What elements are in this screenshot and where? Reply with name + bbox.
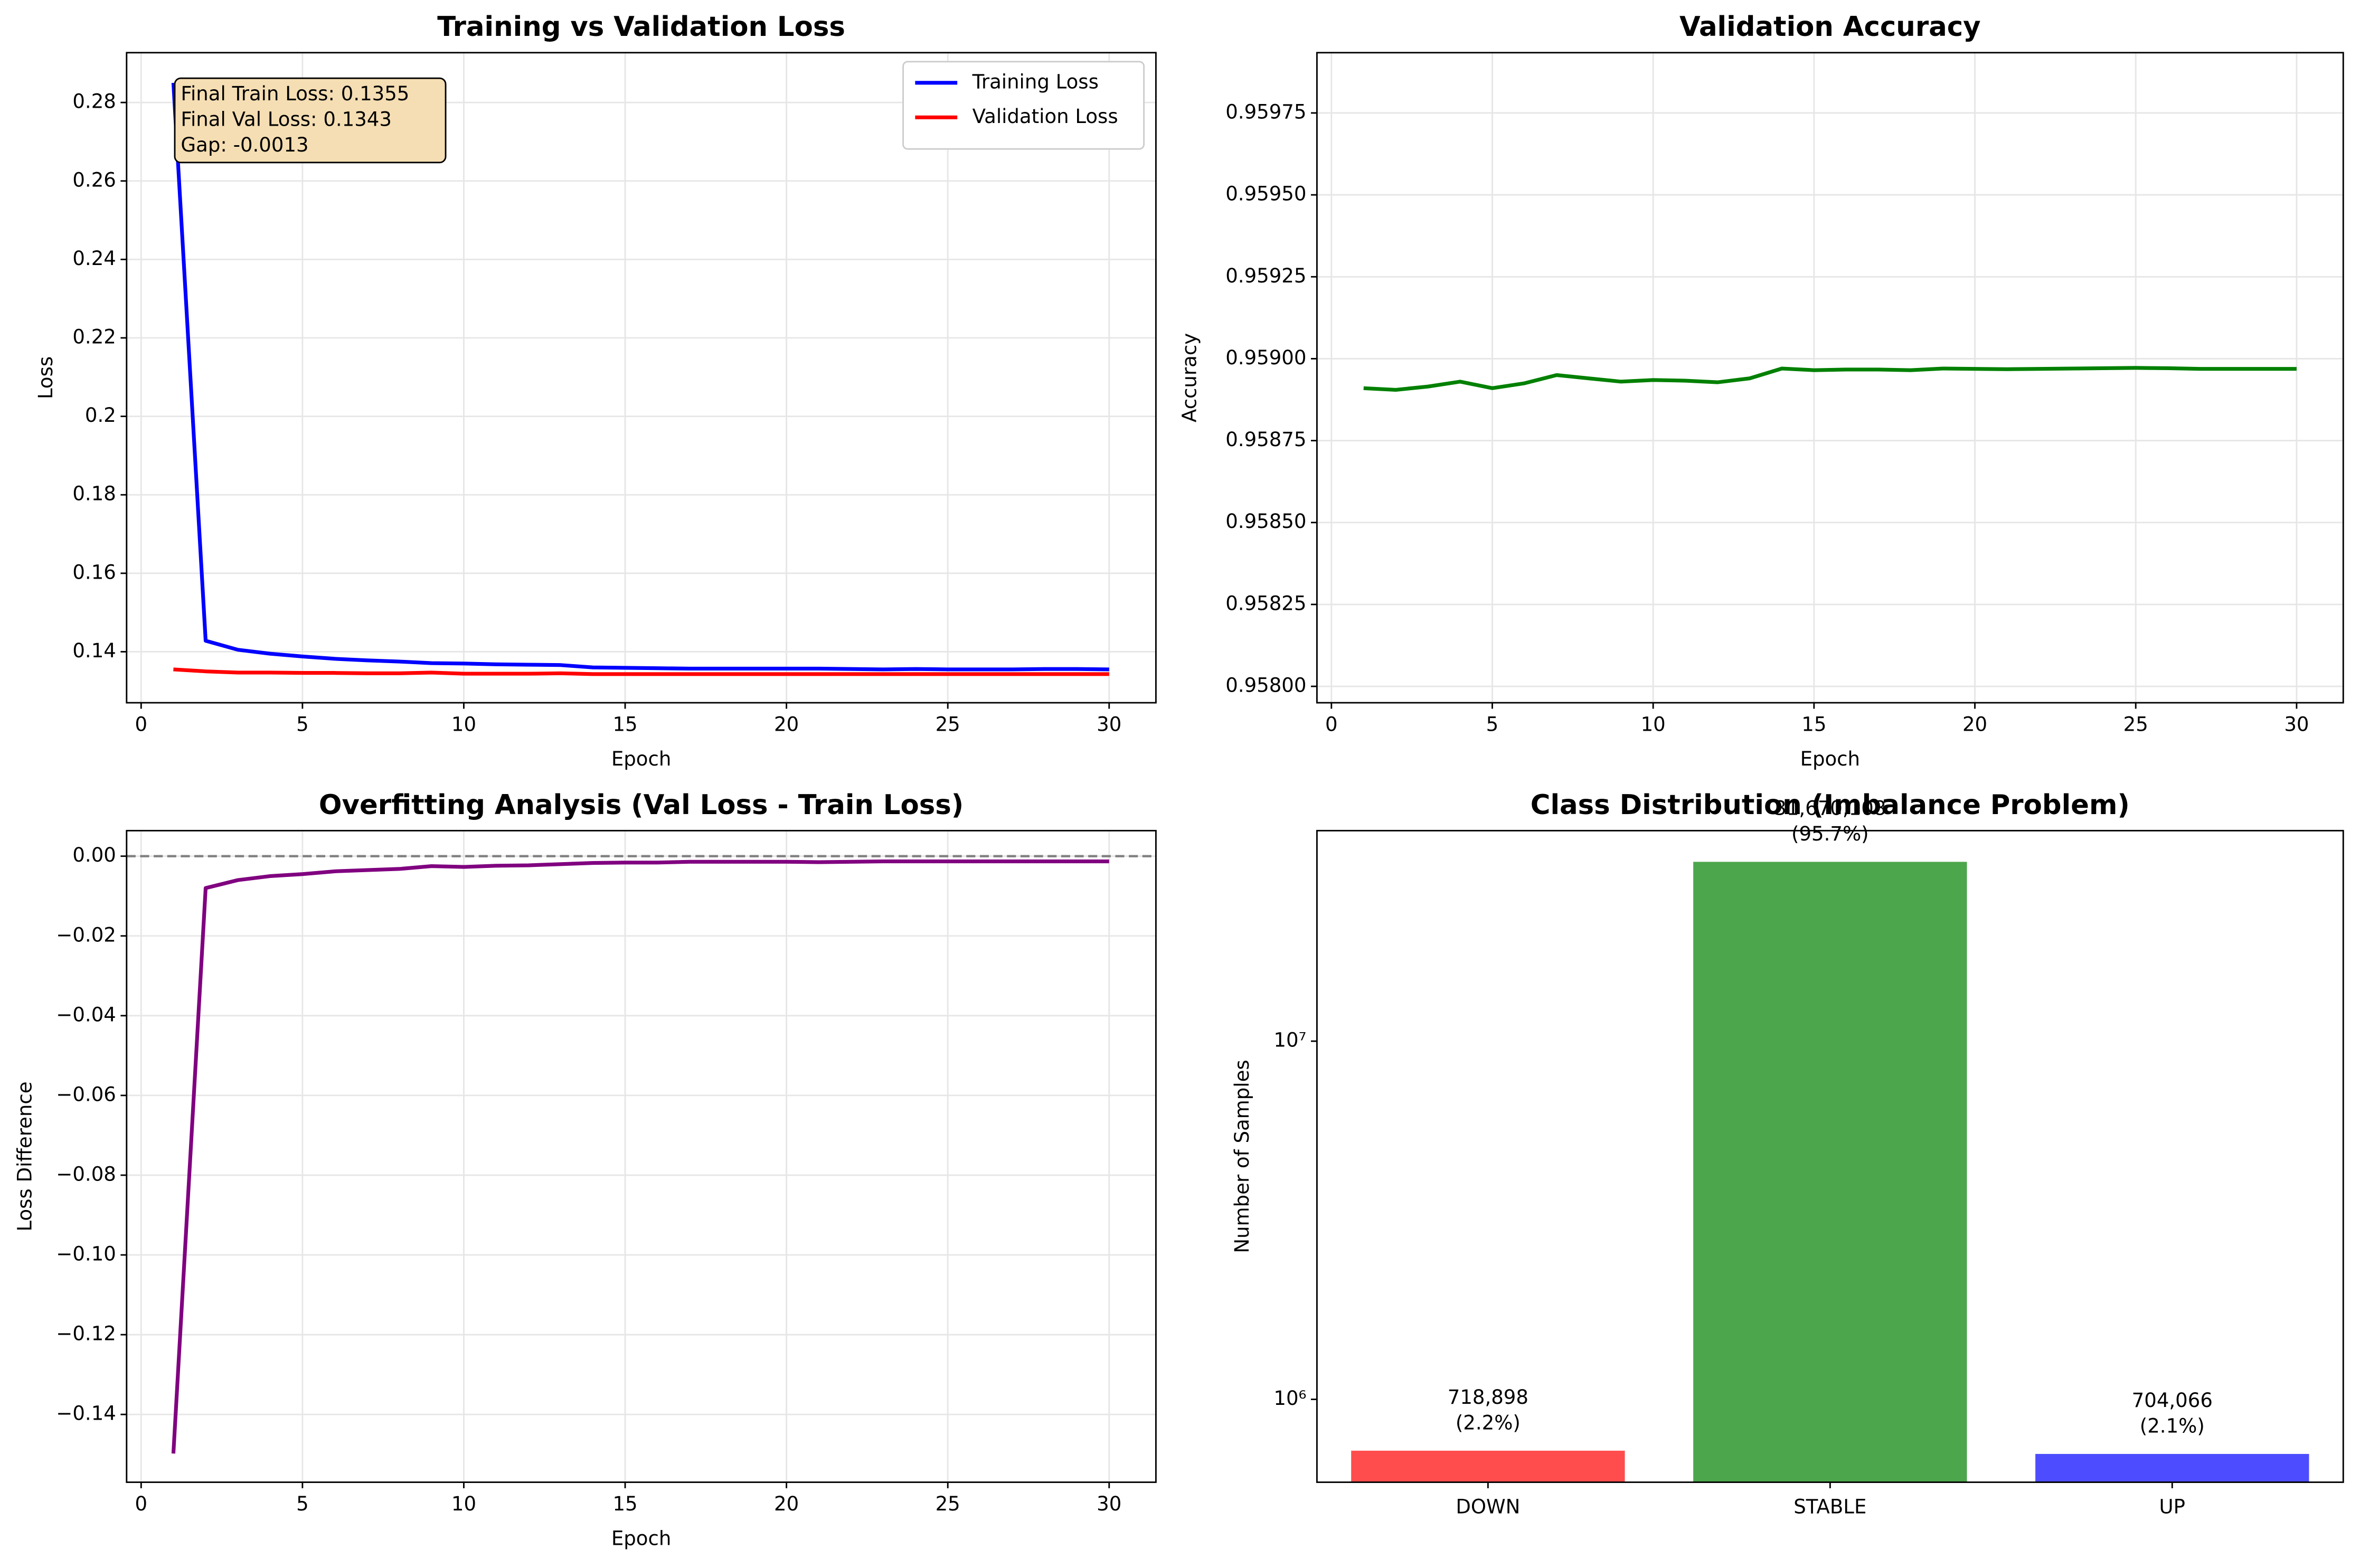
y-tick-label: 0.95825 xyxy=(1225,592,1306,615)
x-axis-label: Epoch xyxy=(611,748,671,770)
axes-frame xyxy=(1316,829,2344,1483)
y-tick-label: 0.95850 xyxy=(1225,510,1306,533)
x-tick-label: 0 xyxy=(135,1493,148,1515)
x-tick-label: 25 xyxy=(2123,713,2148,735)
x-tick-label: 5 xyxy=(296,713,309,735)
x-tick-label: DOWN xyxy=(1456,1495,1520,1518)
x-axis-label: Epoch xyxy=(611,1527,671,1550)
y-tick-label: 0.22 xyxy=(72,325,116,348)
y-tick-label: −0.06 xyxy=(56,1083,116,1106)
chart-title: Class Distribution (Imbalance Problem) xyxy=(1531,789,2130,821)
x-tick-label: STABLE xyxy=(1793,1495,1866,1518)
x-tick-label: 15 xyxy=(612,1493,637,1515)
bar xyxy=(1693,862,1967,1482)
y-tick-label: 0.95875 xyxy=(1225,428,1306,451)
y-tick-label: 0.16 xyxy=(72,561,116,583)
y-tick-label: 0.95925 xyxy=(1225,265,1306,287)
x-tick-label: 30 xyxy=(2284,713,2309,735)
panel: 10⁶ 10⁷ DOWN 718,898 (2.2%) STABLE 31,670,108(… xyxy=(1231,789,2344,1518)
x-tick-label: 20 xyxy=(774,713,799,735)
annotation-box xyxy=(174,77,447,164)
line xyxy=(171,859,1109,1454)
y-tick-label: 0.2 xyxy=(85,404,116,427)
y-axis-label: Loss Difference xyxy=(13,1081,36,1231)
y-tick-label: −0.02 xyxy=(56,923,116,946)
y-tick-label: 0.95800 xyxy=(1225,674,1306,697)
x-tick-label: 25 xyxy=(936,713,960,735)
y-axis-label: Number of Samples xyxy=(1231,1060,1253,1253)
panel: 0.95800 0.95825 0.95850 0.95875 0.95900 0.959… xyxy=(1178,11,2344,770)
annotation-text: Final Val Loss: 0.1343 xyxy=(181,108,392,131)
panel: −0.14 −0.12 −0.10 −0.08 −0.06 −0.04 −0.02 0.00 0… xyxy=(13,789,1157,1550)
line xyxy=(1363,366,2297,392)
y-tick-label: 0.95950 xyxy=(1225,183,1306,205)
panel: 0.14 0.16 0.18 0.2 0.22 0.24 0.26 0.28 0 5 10 15 20 2… xyxy=(34,11,1157,770)
annotation-text: Final Train Loss: 0.1355 xyxy=(181,82,409,105)
y-tick-label: 0.95900 xyxy=(1225,346,1306,369)
y-axis-label: Accuracy xyxy=(1178,333,1201,422)
x-tick-label: 25 xyxy=(936,1493,960,1515)
x-tick-label: 20 xyxy=(1962,713,1987,735)
x-tick-label: 15 xyxy=(1801,713,1826,735)
legend-label: Training Loss xyxy=(972,70,1099,93)
x-tick-label: 30 xyxy=(1097,713,1121,735)
axes-frame xyxy=(126,829,1157,1483)
chart-title: Training vs Validation Loss xyxy=(437,11,845,43)
bar xyxy=(1351,1450,1625,1482)
y-tick-label: 0.26 xyxy=(72,168,116,191)
x-tick-label: UP xyxy=(2159,1495,2185,1518)
annotation-text: Gap: -0.0013 xyxy=(181,134,308,156)
x-axis-label: Epoch xyxy=(1800,748,1860,770)
x-tick-label: 10 xyxy=(451,1493,476,1515)
legend-box xyxy=(902,61,1145,150)
x-tick-label: 30 xyxy=(1097,1493,1121,1515)
y-axis-label: Loss xyxy=(34,356,57,399)
y-tick-label: 0.24 xyxy=(72,247,116,270)
x-tick-label: 10 xyxy=(1641,713,1666,735)
axes-frame xyxy=(1316,52,2344,704)
line xyxy=(173,667,1109,676)
y-tick-label: −0.10 xyxy=(56,1243,116,1265)
y-tick-label: 0.00 xyxy=(72,844,116,866)
y-tick-label: −0.04 xyxy=(56,1003,116,1026)
axes-frame xyxy=(126,52,1157,704)
y-tick-label: 10⁷ xyxy=(1273,1029,1306,1052)
value-label: 718,898 (2.2%) xyxy=(1448,1386,1528,1434)
y-tick-label: −0.12 xyxy=(56,1323,116,1345)
y-tick-label: 0.95975 xyxy=(1225,100,1306,123)
x-tick-label: 10 xyxy=(451,713,476,735)
bar xyxy=(2035,1453,2309,1482)
legend-label: Validation Loss xyxy=(973,105,1118,128)
chart-title: Validation Accuracy xyxy=(1679,11,1981,43)
y-tick-label: 10⁶ xyxy=(1273,1387,1306,1410)
y-tick-label: 0.18 xyxy=(72,483,116,505)
line xyxy=(171,82,1109,672)
x-tick-label: 20 xyxy=(774,1493,799,1515)
value-label: 31,670,108 (95.7%) xyxy=(1774,797,1886,845)
y-tick-label: −0.08 xyxy=(56,1163,116,1185)
value-label: 704,066 (2.1%) xyxy=(2132,1389,2213,1437)
y-tick-label: 0.14 xyxy=(72,639,116,662)
x-tick-label: 0 xyxy=(135,713,148,735)
x-tick-label: 15 xyxy=(612,713,637,735)
x-tick-label: 0 xyxy=(1325,713,1338,735)
x-tick-label: 5 xyxy=(296,1493,309,1515)
y-tick-label: 0.28 xyxy=(72,90,116,113)
x-tick-label: 5 xyxy=(1486,713,1499,735)
chart-title: Overfitting Analysis (Val Loss - Train L… xyxy=(319,789,964,821)
y-tick-label: −0.14 xyxy=(56,1402,116,1425)
